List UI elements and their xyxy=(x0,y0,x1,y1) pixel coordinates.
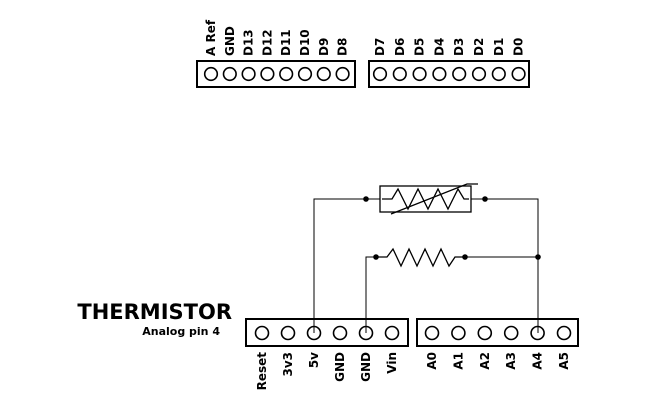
top-left-pin-2 xyxy=(241,66,256,82)
top-right-pin-label: D4 xyxy=(432,38,446,56)
top-left-pin-label: D9 xyxy=(317,38,331,56)
thermistor-zigzag xyxy=(382,187,469,211)
bottom-left-pin-label: GND xyxy=(359,352,373,382)
wire-thermistor-to-a4 xyxy=(485,198,539,333)
top-left-pin-label: D13 xyxy=(242,29,256,56)
bottom-left-pin-label: 5v xyxy=(307,352,321,368)
top-left-pin-label: D8 xyxy=(336,38,350,56)
top-right-pin-label: D5 xyxy=(413,38,427,56)
wire-5v-to-thermistor xyxy=(313,198,366,333)
junction-dot xyxy=(373,254,379,260)
top-left-pin-label: D10 xyxy=(298,29,312,56)
top-left-pin-label: GND xyxy=(223,26,237,56)
bottom-left-pin-0 xyxy=(254,325,270,341)
top-right-pin-4 xyxy=(452,66,467,82)
bottom-left-header-strip xyxy=(245,318,409,347)
bottom-right-pin-label: A1 xyxy=(451,352,465,370)
bottom-left-pin-label: Vin xyxy=(385,352,399,374)
top-right-pin-label: D3 xyxy=(452,38,466,56)
top-right-pin-6 xyxy=(491,66,506,82)
junction-dot xyxy=(363,196,369,202)
bottom-right-pin-label: A4 xyxy=(531,352,545,370)
bottom-left-pin-1 xyxy=(280,325,296,341)
top-right-pin-7 xyxy=(511,66,526,82)
bottom-right-pin-label: A0 xyxy=(425,352,439,370)
diagram-subtitle: Analog pin 4 xyxy=(142,325,220,338)
bottom-right-header-strip xyxy=(416,318,579,347)
junction-dot xyxy=(482,196,488,202)
top-right-pin-label: D7 xyxy=(373,38,387,56)
bottom-left-pin-label: GND xyxy=(333,352,347,382)
top-left-pin-4 xyxy=(279,66,294,82)
top-right-pin-5 xyxy=(471,66,487,82)
top-right-pin-3 xyxy=(432,66,447,82)
bottom-right-pin-label: A5 xyxy=(557,352,571,370)
junction-dot xyxy=(462,254,468,260)
top-left-pin-label: D12 xyxy=(260,29,274,56)
top-right-pin-label: D2 xyxy=(472,38,486,56)
bottom-left-pins: Reset 3v3 5v GND GND Vin xyxy=(254,325,400,391)
bottom-right-pin-3 xyxy=(503,325,519,341)
bottom-right-pin-label: A2 xyxy=(478,352,492,370)
top-right-pin-label: D6 xyxy=(393,38,407,56)
top-left-pin-0 xyxy=(203,66,219,82)
top-right-pin-label: D0 xyxy=(512,38,526,56)
bottom-left-pin-5 xyxy=(384,325,400,341)
top-right-pin-label: D1 xyxy=(492,38,506,56)
top-left-pin-7 xyxy=(335,66,350,82)
top-right-pins: D7 D6 D5 D4 D3 D2 D1 D0 xyxy=(372,38,526,82)
bottom-right-pin-0 xyxy=(424,325,440,341)
bottom-left-pin-label: 3v3 xyxy=(281,352,295,377)
top-left-header-strip xyxy=(196,60,356,88)
top-left-pin-3 xyxy=(260,66,275,82)
top-left-pin-6 xyxy=(316,66,331,82)
top-left-pin-5 xyxy=(297,66,313,82)
top-left-pins: A Ref GND D13 D12 D11 D10 D9 D8 xyxy=(203,19,350,82)
thermistor xyxy=(379,183,478,215)
bottom-right-pin-2 xyxy=(477,325,493,341)
top-right-pin-0 xyxy=(372,66,388,82)
junction-dot xyxy=(535,254,541,260)
top-left-pin-label: D11 xyxy=(279,29,293,56)
top-right-pin-2 xyxy=(412,66,427,82)
wire-gnd-to-resistor xyxy=(365,256,376,333)
thermistor-slash xyxy=(390,183,478,215)
top-left-pin-1 xyxy=(222,66,237,82)
bottom-right-pin-5 xyxy=(556,325,572,341)
bottom-right-pins: A0 A1 A2 A3 A4 A5 xyxy=(424,325,572,370)
resistor xyxy=(376,247,465,268)
top-left-pin-label: A Ref xyxy=(204,19,218,56)
bottom-right-pin-label: A3 xyxy=(504,352,518,370)
bottom-left-pin-label: Reset xyxy=(255,352,269,391)
bottom-right-pin-1 xyxy=(451,325,466,341)
top-right-pin-1 xyxy=(392,66,407,82)
diagram-title: THERMISTOR xyxy=(77,300,232,324)
bottom-left-pin-3 xyxy=(332,325,348,341)
thermistor-body xyxy=(379,185,472,213)
